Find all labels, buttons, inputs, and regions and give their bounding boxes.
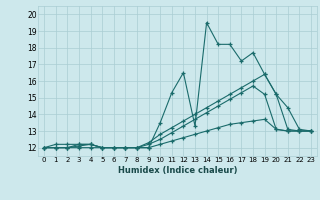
X-axis label: Humidex (Indice chaleur): Humidex (Indice chaleur): [118, 166, 237, 175]
